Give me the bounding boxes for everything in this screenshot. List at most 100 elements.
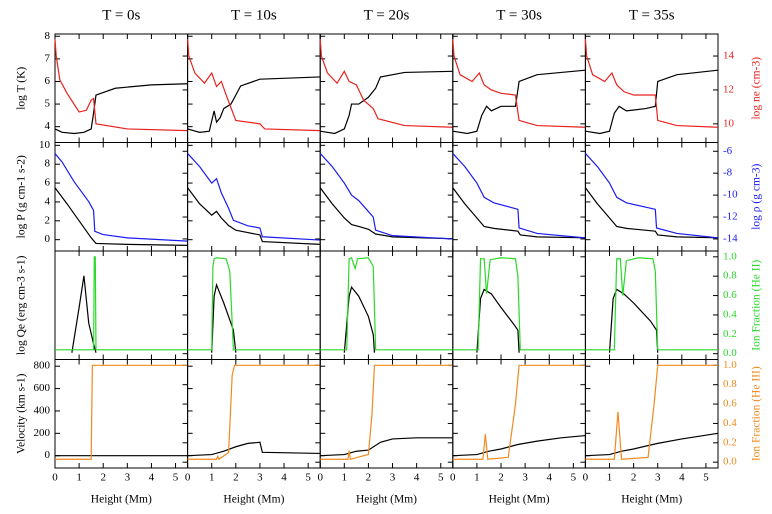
x-axis-label: Height (Mm) [223,494,284,506]
series-line [476,288,520,353]
x-tick-label: 1 [474,472,480,484]
y-axis-label: Velocity (km s-1) [16,373,28,454]
series-line [187,76,321,133]
x-tick-label: 0 [52,472,58,484]
y2-axis-label: Ion Fraction (He III) [751,366,763,461]
y2-tick-label: 0.4 [723,308,737,320]
y-tick-label: 6 [45,75,51,87]
panel-frame [584,250,719,360]
y2-tick-label: 0.0 [723,456,737,468]
series-line [585,69,719,135]
y2-tick-label: 10 [723,117,735,129]
series-line [319,187,453,240]
y2-tick-label: 0.8 [723,270,737,282]
series-line [452,39,586,128]
y2-tick-label: 12 [723,83,734,95]
y2-tick-label: 0.0 [723,347,737,359]
panel-frame [319,250,454,360]
series-line [584,39,719,128]
x-tick-label: 1 [342,472,348,484]
x-tick-label: 2 [233,472,239,484]
panel-frame [319,359,454,469]
y-tick-label: 4 [45,195,51,207]
y-axis-label: log P (g cm-1 s-2) [16,155,28,238]
series-line [55,256,188,351]
y2-tick-label: -6 [723,145,733,157]
panel-frame [452,142,586,252]
series-line [584,153,719,239]
y2-tick-label: 0.6 [723,398,737,410]
series-line [55,364,188,460]
series-line [452,257,586,351]
y-tick-label: 0 [45,233,51,245]
panel-frame [187,142,321,252]
y-tick-label: 6 [45,177,51,189]
x-tick-label: 4 [546,472,552,484]
y-tick-label: 400 [34,404,51,416]
series-line [584,187,719,239]
y2-axis-label: log ρ (g cm-3) [751,164,763,230]
x-tick-label: 2 [498,472,504,484]
series-line [585,364,718,460]
y2-axis-label: Ion Fraction (He II) [751,260,763,351]
series-line [211,282,237,353]
x-tick-label: 2 [631,472,637,484]
y2-axis-label: log ne (cm-3) [751,57,763,120]
series-line [54,39,188,132]
y-tick-label: 8 [45,30,51,42]
panel-frame [54,359,189,469]
series-line [452,364,586,460]
y-tick-label: 5 [45,98,51,110]
x-tick-label: 4 [149,472,155,484]
y-tick-label: 4 [45,120,51,132]
y-tick-label: 10 [39,139,51,151]
x-tick-label: 5 [173,472,179,484]
series-line [585,257,718,351]
x-tick-label: 5 [305,472,311,484]
y2-tick-label: 0.8 [723,378,737,390]
y2-tick-label: 0.2 [723,328,737,340]
column-title: T = 0s [102,7,140,23]
y2-tick-label: 0.4 [723,417,737,429]
series-line [187,39,321,132]
x-axis-label: Height (Mm) [91,494,152,506]
series-line [452,434,586,457]
y-tick-label: 200 [34,427,51,439]
x-tick-label: 1 [607,472,613,484]
y2-tick-label: 0.2 [723,436,737,448]
x-axis-label: Height (Mm) [489,494,550,506]
x-tick-label: 5 [703,472,709,484]
panel-frame [54,142,189,252]
panel-frame [187,359,321,469]
x-tick-label: 5 [571,472,577,484]
column-title: T = 10s [231,7,277,23]
series-line [320,364,453,461]
x-tick-label: 0 [450,472,456,484]
x-axis-label: Height (Mm) [621,494,682,506]
x-tick-label: 3 [522,472,528,484]
x-tick-label: 1 [76,472,82,484]
series-line [187,257,321,351]
column-title: T = 35s [629,7,675,23]
series-line [320,256,453,351]
y-axis-label: log Qe (erg cm-3 s-1) [16,255,28,355]
series-line [452,69,586,135]
column-title: T = 20s [364,7,410,23]
y-tick-label: 800 [34,360,51,372]
y2-tick-label: -12 [723,211,738,223]
y-tick-label: 600 [34,382,51,394]
column-title: T = 30s [496,7,542,23]
series-line [54,83,188,135]
x-tick-label: 2 [100,472,106,484]
series-line [187,441,321,457]
x-tick-label: 1 [209,472,215,484]
y-tick-label: 0 [45,449,51,461]
y-axis-label: log T (K) [16,67,28,110]
series-line [319,39,453,128]
x-tick-label: 4 [414,472,420,484]
y2-tick-label: -10 [723,189,738,201]
y2-tick-label: 1.0 [723,359,737,371]
series-line [319,153,453,240]
panel-frame [584,359,719,469]
y-tick-label: 8 [45,158,51,170]
